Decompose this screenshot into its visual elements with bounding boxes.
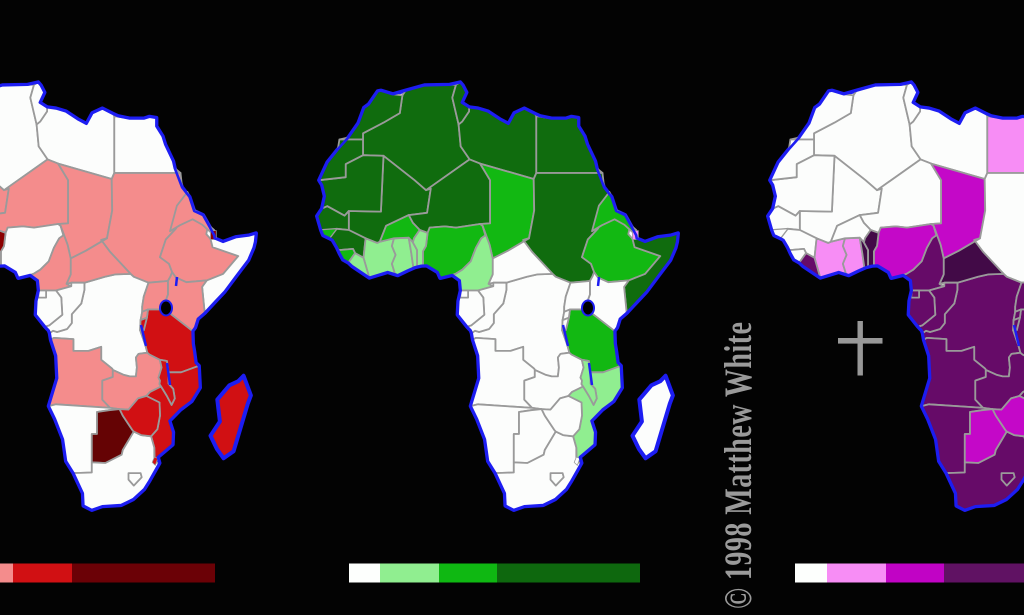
svg-text:© 1998 Matthew White: © 1998 Matthew White xyxy=(718,322,761,609)
